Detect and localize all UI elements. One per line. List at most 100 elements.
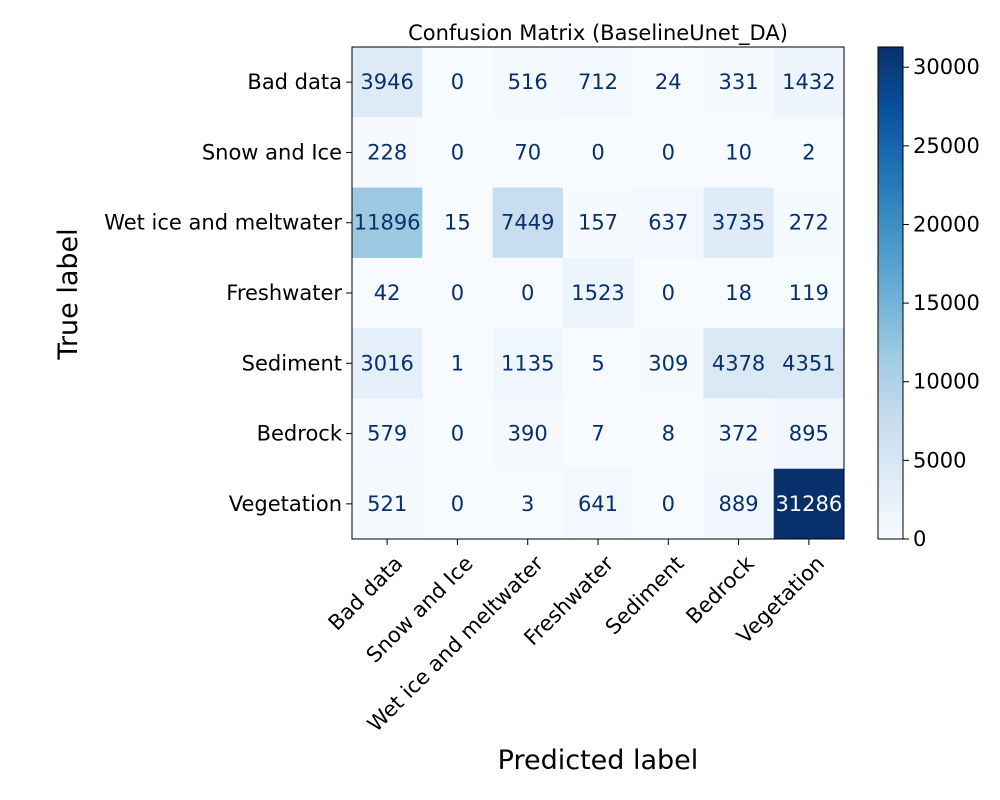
cell-value-label: 0 bbox=[662, 140, 675, 164]
heatmap-cell bbox=[703, 257, 775, 329]
cell-value-label: 1432 bbox=[782, 70, 835, 94]
heatmap-cell bbox=[492, 468, 564, 540]
heatmap-cell bbox=[492, 328, 564, 399]
cell-value-label: 2 bbox=[802, 140, 815, 164]
y-tick-label: Snow and Ice bbox=[202, 140, 342, 164]
heatmap-cell bbox=[422, 328, 494, 399]
cell-value-label: 1523 bbox=[571, 281, 624, 305]
colorbar-tick-label: 25000 bbox=[913, 134, 980, 158]
cell-value-label: 579 bbox=[367, 422, 407, 446]
cell-value-label: 0 bbox=[591, 140, 604, 164]
cell-value-label: 70 bbox=[514, 140, 541, 164]
cell-value-label: 3735 bbox=[712, 211, 765, 235]
cell-value-label: 18 bbox=[725, 281, 752, 305]
heatmap-cell bbox=[562, 328, 634, 399]
heatmap-cell bbox=[492, 117, 564, 189]
cell-value-label: 712 bbox=[578, 70, 618, 94]
heatmap-cell bbox=[633, 328, 704, 399]
heatmap-cell bbox=[633, 47, 704, 118]
heatmap-cell bbox=[562, 187, 634, 259]
cell-value-label: 8 bbox=[662, 422, 675, 446]
cell-value-label: 0 bbox=[662, 492, 675, 516]
heatmap-cell bbox=[633, 398, 704, 470]
cell-value-label: 272 bbox=[789, 211, 829, 235]
heatmap-cell bbox=[492, 187, 564, 259]
colorbar-tick-label: 5000 bbox=[913, 448, 966, 472]
cell-value-label: 7449 bbox=[501, 211, 554, 235]
cell-value-label: 889 bbox=[719, 492, 759, 516]
cell-value-label: 0 bbox=[451, 492, 464, 516]
heatmap-cell bbox=[492, 257, 564, 329]
cell-value-label: 0 bbox=[451, 70, 464, 94]
heatmap-cell bbox=[773, 398, 845, 470]
heatmap-cell bbox=[422, 117, 494, 189]
cell-value-label: 1135 bbox=[501, 351, 554, 375]
colorbar-tick-label: 15000 bbox=[913, 291, 980, 315]
cell-value-label: 31286 bbox=[775, 492, 842, 516]
cell-value-label: 5 bbox=[591, 351, 604, 375]
heatmap-cell bbox=[703, 398, 775, 470]
colorbar-tick-label: 20000 bbox=[913, 212, 980, 236]
heatmap-cell bbox=[352, 328, 423, 399]
cell-value-label: 11896 bbox=[354, 211, 421, 235]
y-tick-label: Bedrock bbox=[257, 422, 343, 446]
y-tick-label: Vegetation bbox=[229, 492, 342, 516]
heatmap-cell bbox=[352, 187, 423, 259]
y-axis: Bad data Snow and Ice Wet ice and meltwate… bbox=[104, 70, 352, 516]
heatmap-cell bbox=[703, 328, 775, 399]
heatmap-cell bbox=[352, 398, 423, 470]
cell-value-label: 372 bbox=[719, 422, 759, 446]
heatmap-cell bbox=[352, 47, 423, 118]
colorbar-tick-label: 30000 bbox=[913, 55, 980, 79]
heatmap-cell bbox=[422, 257, 494, 329]
heatmap-cell bbox=[703, 187, 775, 259]
x-axis-title: Predicted label bbox=[498, 745, 699, 776]
cell-value-label: 0 bbox=[521, 281, 534, 305]
cell-value-label: 228 bbox=[367, 140, 407, 164]
heatmap-cell bbox=[422, 187, 494, 259]
cell-value-label: 10 bbox=[725, 140, 752, 164]
heatmap-cell bbox=[773, 47, 845, 118]
heatmap-cell bbox=[352, 117, 423, 189]
cell-value-label: 119 bbox=[789, 281, 829, 305]
heatmap-cell bbox=[773, 117, 845, 189]
heatmap-cell bbox=[773, 257, 845, 329]
heatmap-cell bbox=[773, 468, 845, 540]
colorbar-gradient bbox=[877, 46, 904, 540]
heatmap-cell bbox=[703, 468, 775, 540]
colorbar: 0 5000 10000 15000 20000 25000 30000 bbox=[877, 46, 980, 551]
cell-value-label: 641 bbox=[578, 492, 618, 516]
heatmap-cell bbox=[703, 47, 775, 118]
y-axis-title: True label bbox=[53, 228, 84, 360]
cell-value-label: 4351 bbox=[782, 351, 835, 375]
cell-value-label: 0 bbox=[662, 281, 675, 305]
heatmap-cell bbox=[633, 117, 704, 189]
y-tick-label: Wet ice and meltwater bbox=[104, 211, 342, 235]
heatmap-cell bbox=[773, 328, 845, 399]
cell-value-label: 1 bbox=[451, 351, 464, 375]
cell-value-label: 4378 bbox=[712, 351, 765, 375]
cell-value-label: 3016 bbox=[360, 351, 413, 375]
cell-value-label: 7 bbox=[591, 422, 604, 446]
cell-value-label: 895 bbox=[789, 422, 829, 446]
heatmap-cell bbox=[562, 468, 634, 540]
chart-title: Confusion Matrix (BaselineUnet_DA) bbox=[408, 21, 788, 46]
cell-value-label: 15 bbox=[444, 211, 471, 235]
heatmap-cells bbox=[352, 47, 845, 540]
cell-value-label: 521 bbox=[367, 492, 407, 516]
heatmap-cell bbox=[492, 398, 564, 470]
cell-value-label: 24 bbox=[655, 70, 682, 94]
colorbar-tick-label: 10000 bbox=[913, 370, 980, 394]
heatmap-cell bbox=[773, 187, 845, 259]
cell-value-label: 637 bbox=[648, 211, 688, 235]
cell-value-label: 516 bbox=[508, 70, 548, 94]
heatmap-cell bbox=[562, 257, 634, 329]
heatmap-cell bbox=[422, 468, 494, 540]
heatmap-cell bbox=[352, 468, 423, 540]
colorbar-tick-label: 0 bbox=[913, 527, 926, 551]
cell-value-label: 42 bbox=[374, 281, 401, 305]
heatmap-cell bbox=[562, 117, 634, 189]
